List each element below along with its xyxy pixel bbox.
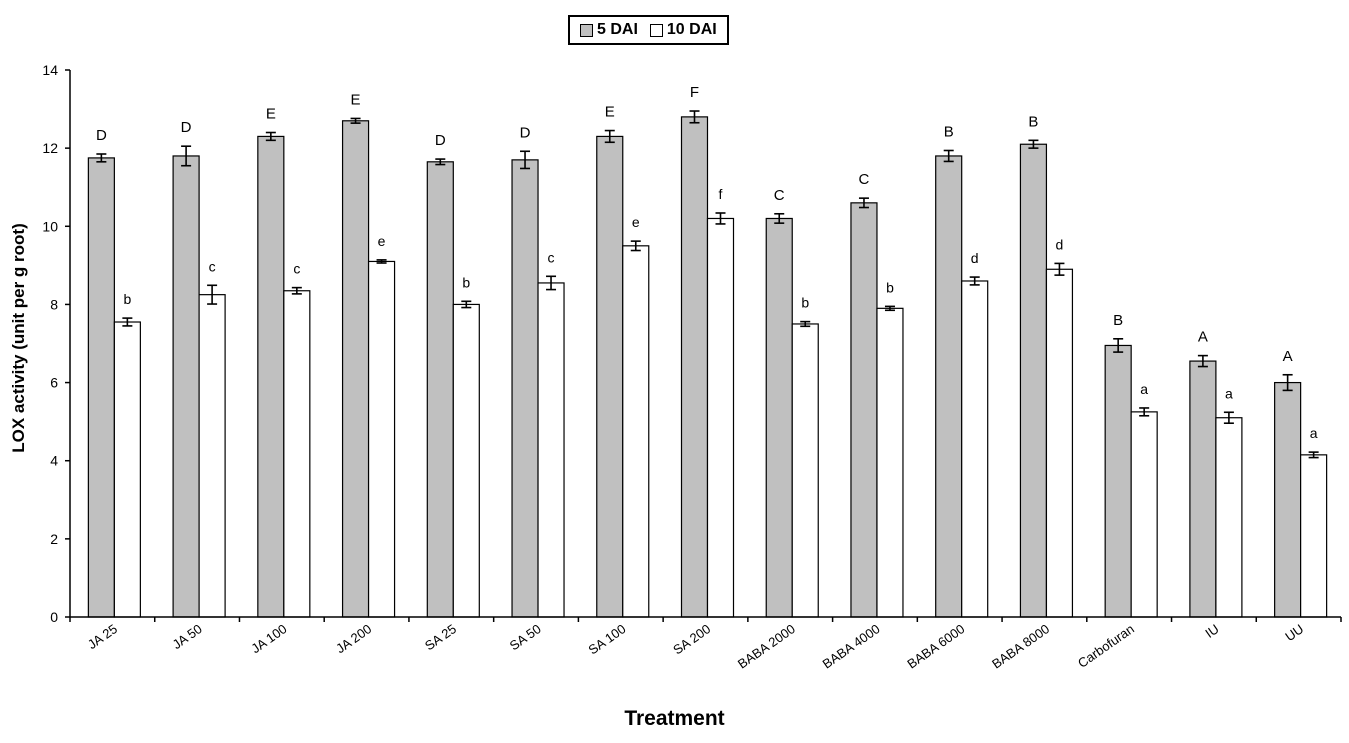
bar xyxy=(680,116,709,618)
y-tick-label: 4 xyxy=(50,453,58,469)
y-tick-label: 2 xyxy=(50,531,58,547)
significance-label: c xyxy=(548,249,555,265)
significance-label: E xyxy=(351,91,361,108)
bar xyxy=(1104,344,1132,618)
significance-label: E xyxy=(266,106,276,123)
x-tick-label: SA 100 xyxy=(586,621,629,657)
bar xyxy=(257,135,285,618)
significance-label: C xyxy=(774,187,785,204)
significance-label: b xyxy=(801,295,809,311)
significance-label: a xyxy=(1310,425,1318,441)
x-tick-label: UU xyxy=(1282,621,1306,644)
bar xyxy=(850,202,878,618)
y-axis-title: LOX activity (unit per g root) xyxy=(9,223,28,453)
x-tick-label: SA 200 xyxy=(670,621,713,657)
bar xyxy=(622,245,650,618)
significance-label: A xyxy=(1283,348,1293,365)
x-tick-label: JA 200 xyxy=(333,621,374,656)
bar xyxy=(706,217,735,618)
significance-label: D xyxy=(520,124,531,141)
y-tick-label: 0 xyxy=(50,609,58,625)
y-tick-label: 12 xyxy=(42,140,58,156)
significance-label: b xyxy=(462,274,470,290)
significance-label: B xyxy=(1028,113,1038,130)
significance-label: c xyxy=(209,258,216,274)
significance-label: E xyxy=(605,104,615,121)
legend-swatch-10-dai xyxy=(649,23,663,37)
bar xyxy=(198,294,226,618)
bar xyxy=(876,307,904,618)
y-tick-label: 8 xyxy=(50,296,58,312)
bar xyxy=(791,323,819,618)
bar xyxy=(341,120,370,618)
bar xyxy=(1215,417,1243,618)
y-tick-label: 14 xyxy=(42,62,58,78)
x-tick-label: BABA 4000 xyxy=(820,621,883,671)
significance-label: d xyxy=(971,250,979,266)
legend-label-10-dai: 10 DAI xyxy=(666,21,717,38)
bar xyxy=(511,159,539,618)
legend-swatch-5-dai xyxy=(580,23,593,37)
x-tick-label: SA 50 xyxy=(507,621,544,653)
significance-label: a xyxy=(1225,385,1233,401)
bar xyxy=(452,303,480,618)
x-tick-label: SA 25 xyxy=(422,621,459,653)
bar xyxy=(1130,411,1158,618)
bar xyxy=(87,157,115,618)
significance-label: C xyxy=(859,171,870,188)
x-tick-label: Carbofuran xyxy=(1075,621,1137,671)
bar xyxy=(596,135,624,618)
y-tick-label: 6 xyxy=(50,375,58,391)
significance-label: d xyxy=(1056,236,1064,252)
bar xyxy=(367,260,396,618)
bar xyxy=(1189,360,1217,618)
significance-label: a xyxy=(1140,381,1148,397)
significance-label: A xyxy=(1198,329,1208,346)
x-tick-label: BABA 6000 xyxy=(904,621,967,671)
x-tick-label: JA 50 xyxy=(170,621,205,652)
bar xyxy=(765,217,793,618)
bar xyxy=(1019,143,1048,618)
significance-label: B xyxy=(944,123,954,140)
bar xyxy=(961,280,989,618)
legend: 5 DAI 10 DAI xyxy=(568,15,729,45)
significance-label: D xyxy=(435,132,446,149)
bar xyxy=(283,290,311,618)
x-axis-title: Treatment xyxy=(624,707,725,730)
bar xyxy=(1045,268,1074,618)
bar xyxy=(1300,454,1328,618)
significance-label: e xyxy=(378,233,386,249)
y-tick-label: 10 xyxy=(42,218,58,234)
x-tick-label: BABA 2000 xyxy=(735,621,798,671)
bar xyxy=(113,321,141,618)
x-tick-label: IU xyxy=(1202,621,1221,641)
x-tick-label: JA 25 xyxy=(85,621,120,652)
x-tick-label: BABA 8000 xyxy=(989,621,1052,671)
significance-label: B xyxy=(1113,312,1123,329)
bar xyxy=(935,155,963,618)
significance-label: F xyxy=(690,84,699,101)
significance-label: f xyxy=(719,186,723,202)
bar xyxy=(426,161,454,618)
significance-label: D xyxy=(181,119,192,136)
x-tick-label: JA 100 xyxy=(248,621,289,656)
legend-item-5-dai: 5 DAI xyxy=(580,21,638,39)
bar xyxy=(172,155,200,618)
significance-label: b xyxy=(123,291,131,307)
significance-label: e xyxy=(632,214,640,230)
bar xyxy=(537,282,565,618)
significance-label: c xyxy=(293,261,300,277)
legend-label-5-dai: 5 DAI xyxy=(597,21,638,38)
legend-item-10-dai: 10 DAI xyxy=(649,21,717,39)
bar xyxy=(1274,381,1302,618)
significance-label: D xyxy=(96,127,107,144)
significance-label: b xyxy=(886,279,894,295)
